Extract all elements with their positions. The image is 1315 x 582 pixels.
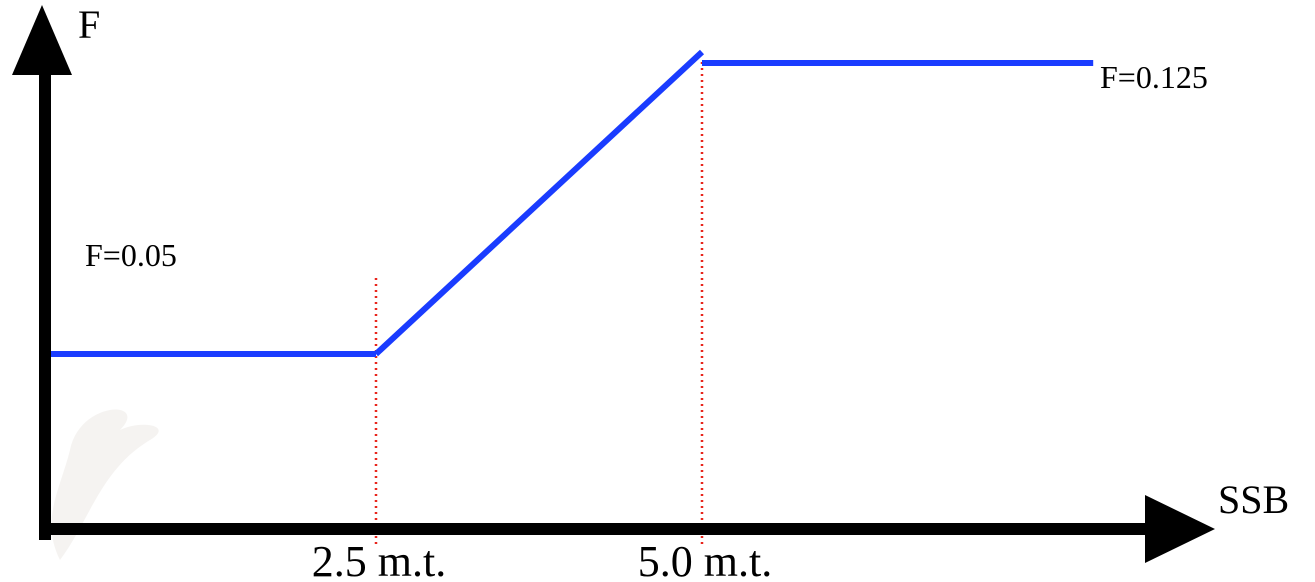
annotations: F=0.05 F=0.125 <box>85 59 1208 273</box>
y-axis-arrowhead <box>12 5 72 75</box>
x-axis-arrowhead <box>1145 495 1215 563</box>
series-layer <box>50 49 1094 357</box>
reference-lines <box>374 62 704 545</box>
x-axis-label: SSB <box>1218 477 1289 522</box>
series-segment-2 <box>373 49 705 357</box>
x-tick-labels: 2.5 m.t. 5.0 m.t. <box>312 537 772 582</box>
annotation-label-1: F=0.05 <box>85 237 177 273</box>
watermark-emblem <box>51 409 159 560</box>
annotation-label-2: F=0.125 <box>1100 59 1208 95</box>
x-tick-label-2: 5.0 m.t. <box>638 537 772 582</box>
y-axis-label: F <box>78 2 100 47</box>
x-tick-label-1: 2.5 m.t. <box>312 537 446 582</box>
